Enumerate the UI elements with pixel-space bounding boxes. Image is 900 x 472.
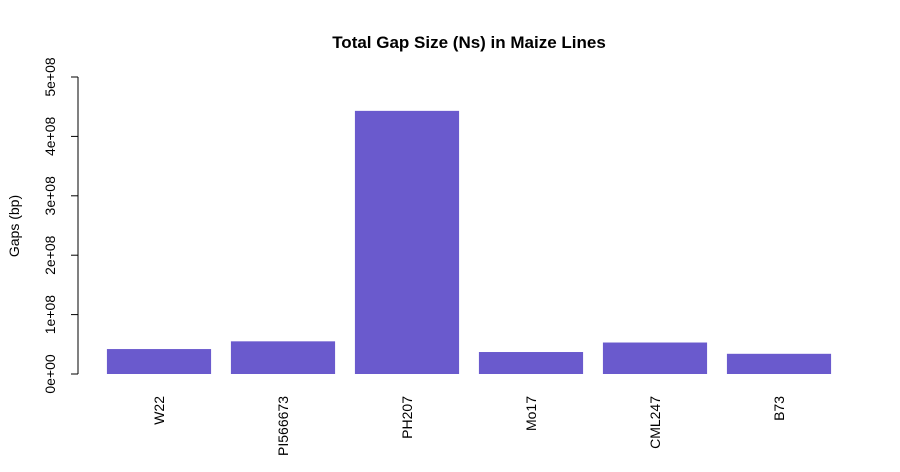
y-tick-label: 5e+08 xyxy=(42,57,58,97)
bar-ph207 xyxy=(354,110,460,374)
bar-pi566673 xyxy=(230,341,336,374)
bar-w22 xyxy=(106,349,212,374)
x-tick-label: PH207 xyxy=(399,396,415,439)
y-tick-label: 2e+08 xyxy=(42,235,58,275)
x-tick-label: Mo17 xyxy=(523,396,539,431)
y-axis-label: Gaps (bp) xyxy=(6,195,22,257)
y-tick-label: 1e+08 xyxy=(42,295,58,335)
x-axis-labels: W22 PI566673 PH207 Mo17 CML247 B73 xyxy=(151,396,787,456)
bar-cml247 xyxy=(602,342,708,374)
chart-title: Total Gap Size (Ns) in Maize Lines xyxy=(332,33,606,52)
y-tick-label: 4e+08 xyxy=(42,117,58,157)
bar-mo17 xyxy=(478,352,584,374)
x-tick-label: CML247 xyxy=(647,396,663,449)
x-tick-label: W22 xyxy=(151,396,167,425)
bar-b73 xyxy=(726,353,832,374)
y-tick-label: 3e+08 xyxy=(42,176,58,216)
bars-group xyxy=(106,110,832,374)
y-tick-label: 0e+00 xyxy=(42,354,58,394)
x-tick-label: PI566673 xyxy=(275,396,291,456)
x-tick-label: B73 xyxy=(771,396,787,421)
y-axis: 0e+00 1e+08 2e+08 3e+08 4e+08 5e+08 xyxy=(42,57,79,394)
